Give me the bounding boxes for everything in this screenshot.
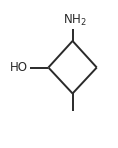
Text: NH$_2$: NH$_2$ xyxy=(63,13,87,28)
Text: HO: HO xyxy=(10,61,28,74)
